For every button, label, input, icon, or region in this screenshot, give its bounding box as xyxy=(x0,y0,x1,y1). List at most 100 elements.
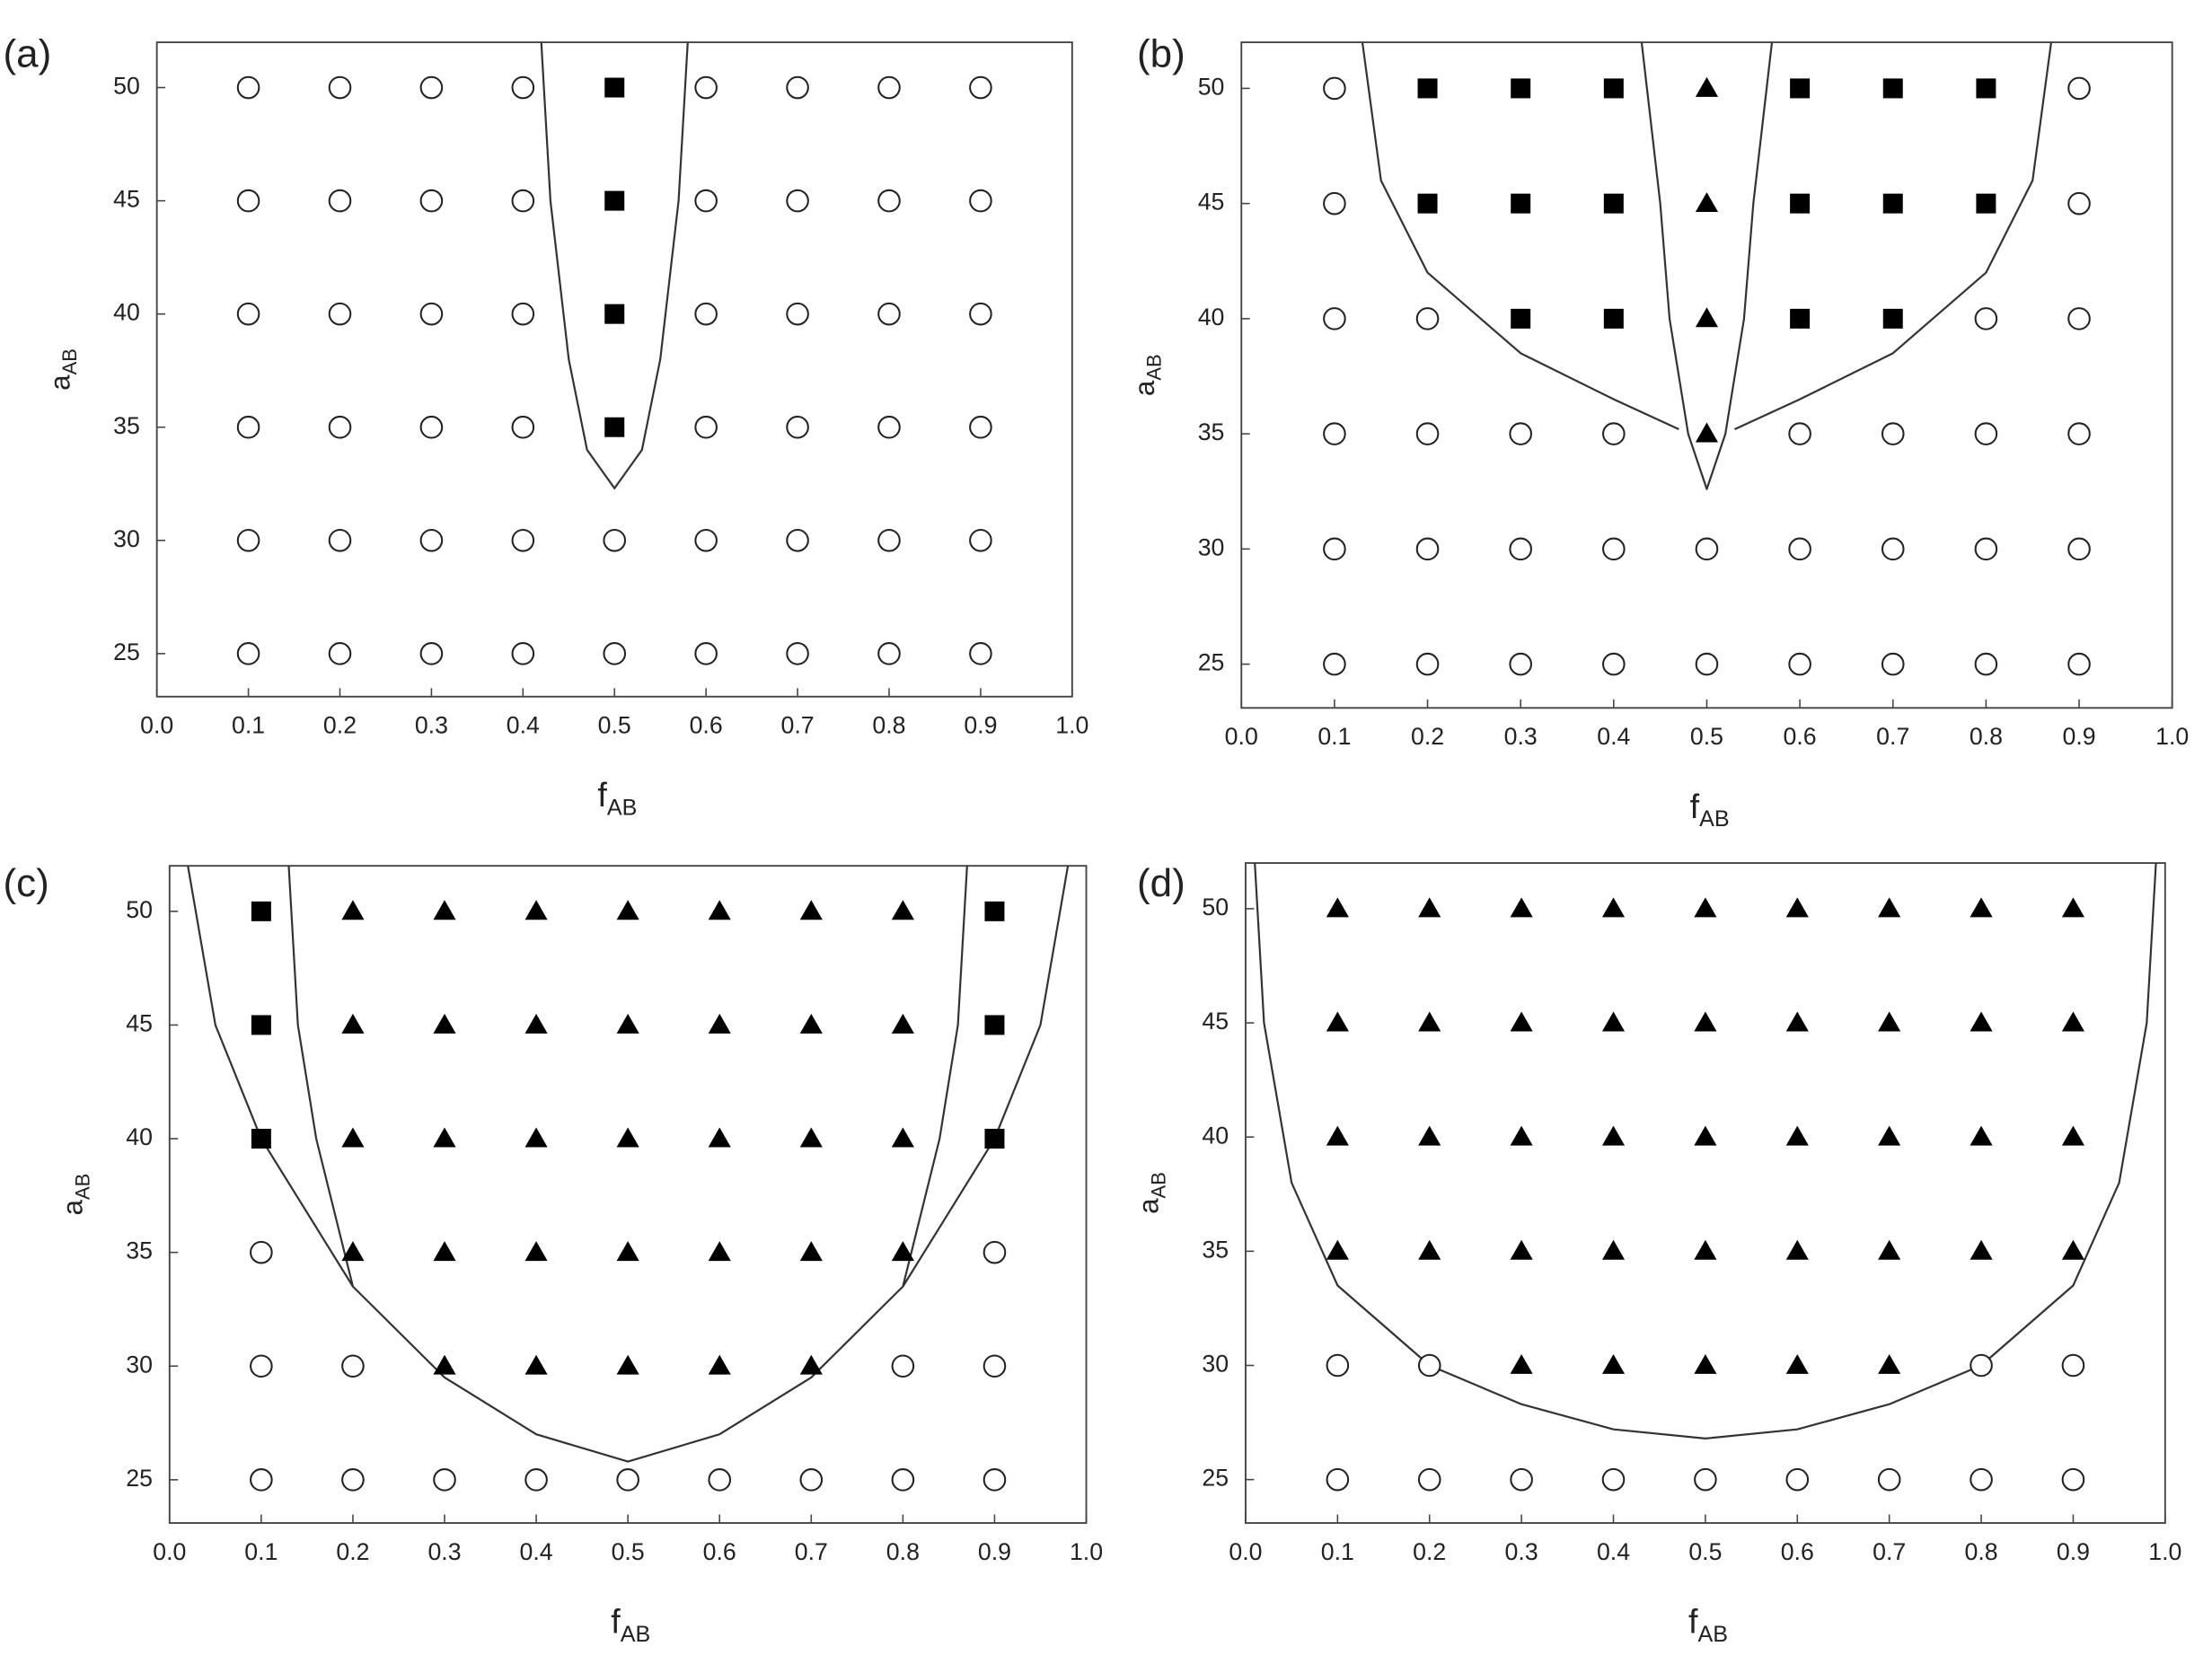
y-axis-label-subscript: AB xyxy=(71,1174,93,1200)
y-axis-label-main: a xyxy=(44,374,75,391)
x-tick-label: 0.6 xyxy=(1784,723,1817,750)
triangle-point xyxy=(616,1241,639,1262)
open-circle-point xyxy=(1970,1467,1993,1492)
panel: (a) 0.0 0.1 0.2 0.3 0.4 0.5 0.6 0.7 0.8 0.9 1.0 25 30… xyxy=(3,31,1088,820)
y-tick-label: 25 xyxy=(1202,1465,1229,1492)
open-circle-point xyxy=(1785,1467,1810,1492)
open-circle-point xyxy=(236,528,260,552)
triangle-point xyxy=(1326,1239,1349,1260)
open-circle-point xyxy=(1415,307,1440,330)
square-point xyxy=(1790,308,1811,329)
triangle-point xyxy=(1694,1011,1717,1032)
y-tick-label: 40 xyxy=(1202,1122,1229,1149)
open-circle-point xyxy=(799,1468,824,1492)
open-circle-point xyxy=(1415,422,1440,445)
open-circle-point xyxy=(603,528,627,552)
open-circle-point xyxy=(1510,1467,1533,1492)
open-circle-point xyxy=(1881,652,1905,676)
open-circle-point xyxy=(1788,537,1811,561)
triangle-point xyxy=(1510,897,1533,918)
open-circle-point xyxy=(983,1354,1007,1378)
triangle-point xyxy=(1970,1011,1993,1032)
x-tick-label: 0.9 xyxy=(964,712,997,739)
open-circle-point xyxy=(419,642,444,665)
open-circle-point xyxy=(2061,1353,2085,1378)
square-point xyxy=(1511,78,1531,99)
open-circle-point xyxy=(1415,537,1440,561)
x-tick-label: 0.5 xyxy=(598,712,631,739)
triangle-point xyxy=(799,1241,823,1262)
square-point xyxy=(1511,308,1531,329)
x-tick-label: 0.2 xyxy=(336,1538,369,1565)
square-point xyxy=(1603,78,1624,99)
triangle-point xyxy=(1510,1125,1533,1146)
triangle-point xyxy=(1878,897,1901,918)
open-circle-point xyxy=(969,415,992,439)
y-tick-label: 40 xyxy=(1198,304,1225,330)
open-circle-point xyxy=(694,302,718,326)
triangle-point xyxy=(524,1127,548,1148)
square-point xyxy=(604,417,625,437)
open-circle-point xyxy=(877,189,901,213)
open-circle-point xyxy=(1509,537,1532,561)
triangle-point xyxy=(708,1241,731,1262)
open-circle-point xyxy=(250,1468,273,1492)
y-tick-label: 45 xyxy=(113,186,140,213)
open-circle-point xyxy=(1602,652,1626,676)
open-circle-point xyxy=(1601,1467,1626,1492)
open-circle-point xyxy=(419,302,444,326)
square-point xyxy=(1976,78,1996,99)
triangle-point xyxy=(1510,1239,1533,1260)
x-tick-label: 0.6 xyxy=(690,712,723,739)
triangle-point xyxy=(1601,897,1626,918)
x-axis-label-subscript: AB xyxy=(607,796,638,821)
y-tick-label: 30 xyxy=(113,525,140,552)
triangle-point xyxy=(891,900,914,920)
x-tick-label: 0.7 xyxy=(795,1538,828,1565)
x-tick-label: 0.8 xyxy=(1970,723,2003,750)
y-axis-label: aAB xyxy=(1129,354,1166,396)
open-circle-point xyxy=(511,189,535,213)
square-point xyxy=(251,1015,271,1035)
open-circle-point xyxy=(969,528,992,552)
open-circle-point xyxy=(983,1240,1007,1264)
open-circle-point xyxy=(419,528,444,552)
x-tick-label: 0.8 xyxy=(1964,1538,1997,1565)
open-circle-point xyxy=(236,189,260,213)
triangle-point xyxy=(708,900,731,920)
triangle-point xyxy=(799,1127,823,1148)
open-circle-point xyxy=(694,189,718,213)
triangle-point xyxy=(524,900,548,920)
open-circle-point xyxy=(1323,652,1346,676)
triangle-point xyxy=(2061,897,2085,918)
phase-boundary xyxy=(287,866,355,1287)
triangle-point xyxy=(1785,1239,1809,1260)
open-circle-point xyxy=(694,415,718,439)
x-tick-label: 0.0 xyxy=(140,712,173,739)
square-point xyxy=(1603,308,1624,329)
open-circle-point xyxy=(1326,1353,1350,1378)
open-circle-point xyxy=(1602,537,1626,561)
open-circle-point xyxy=(250,1240,273,1264)
y-tick-label: 25 xyxy=(113,638,140,665)
phase-boundary xyxy=(1734,41,2053,430)
open-circle-point xyxy=(328,642,352,665)
y-axis-label-main: a xyxy=(57,1199,88,1215)
open-circle-point xyxy=(694,528,718,552)
open-circle-point xyxy=(1974,652,1998,676)
plot-frame xyxy=(1240,41,2173,709)
open-circle-point xyxy=(983,1468,1007,1492)
triangle-point xyxy=(341,1127,365,1148)
y-tick-label: 50 xyxy=(126,896,153,923)
open-circle-point xyxy=(2067,307,2091,330)
triangle-point xyxy=(1418,1125,1441,1146)
x-axis-label-subscript: AB xyxy=(1699,806,1730,832)
triangle-point xyxy=(1970,1239,1993,1260)
open-circle-point xyxy=(2067,76,2091,101)
y-tick-label: 45 xyxy=(1198,189,1225,216)
y-tick-label: 30 xyxy=(1198,533,1225,560)
open-circle-point xyxy=(1509,422,1532,445)
open-circle-point xyxy=(1323,307,1346,330)
x-tick-label: 0.1 xyxy=(232,712,265,739)
